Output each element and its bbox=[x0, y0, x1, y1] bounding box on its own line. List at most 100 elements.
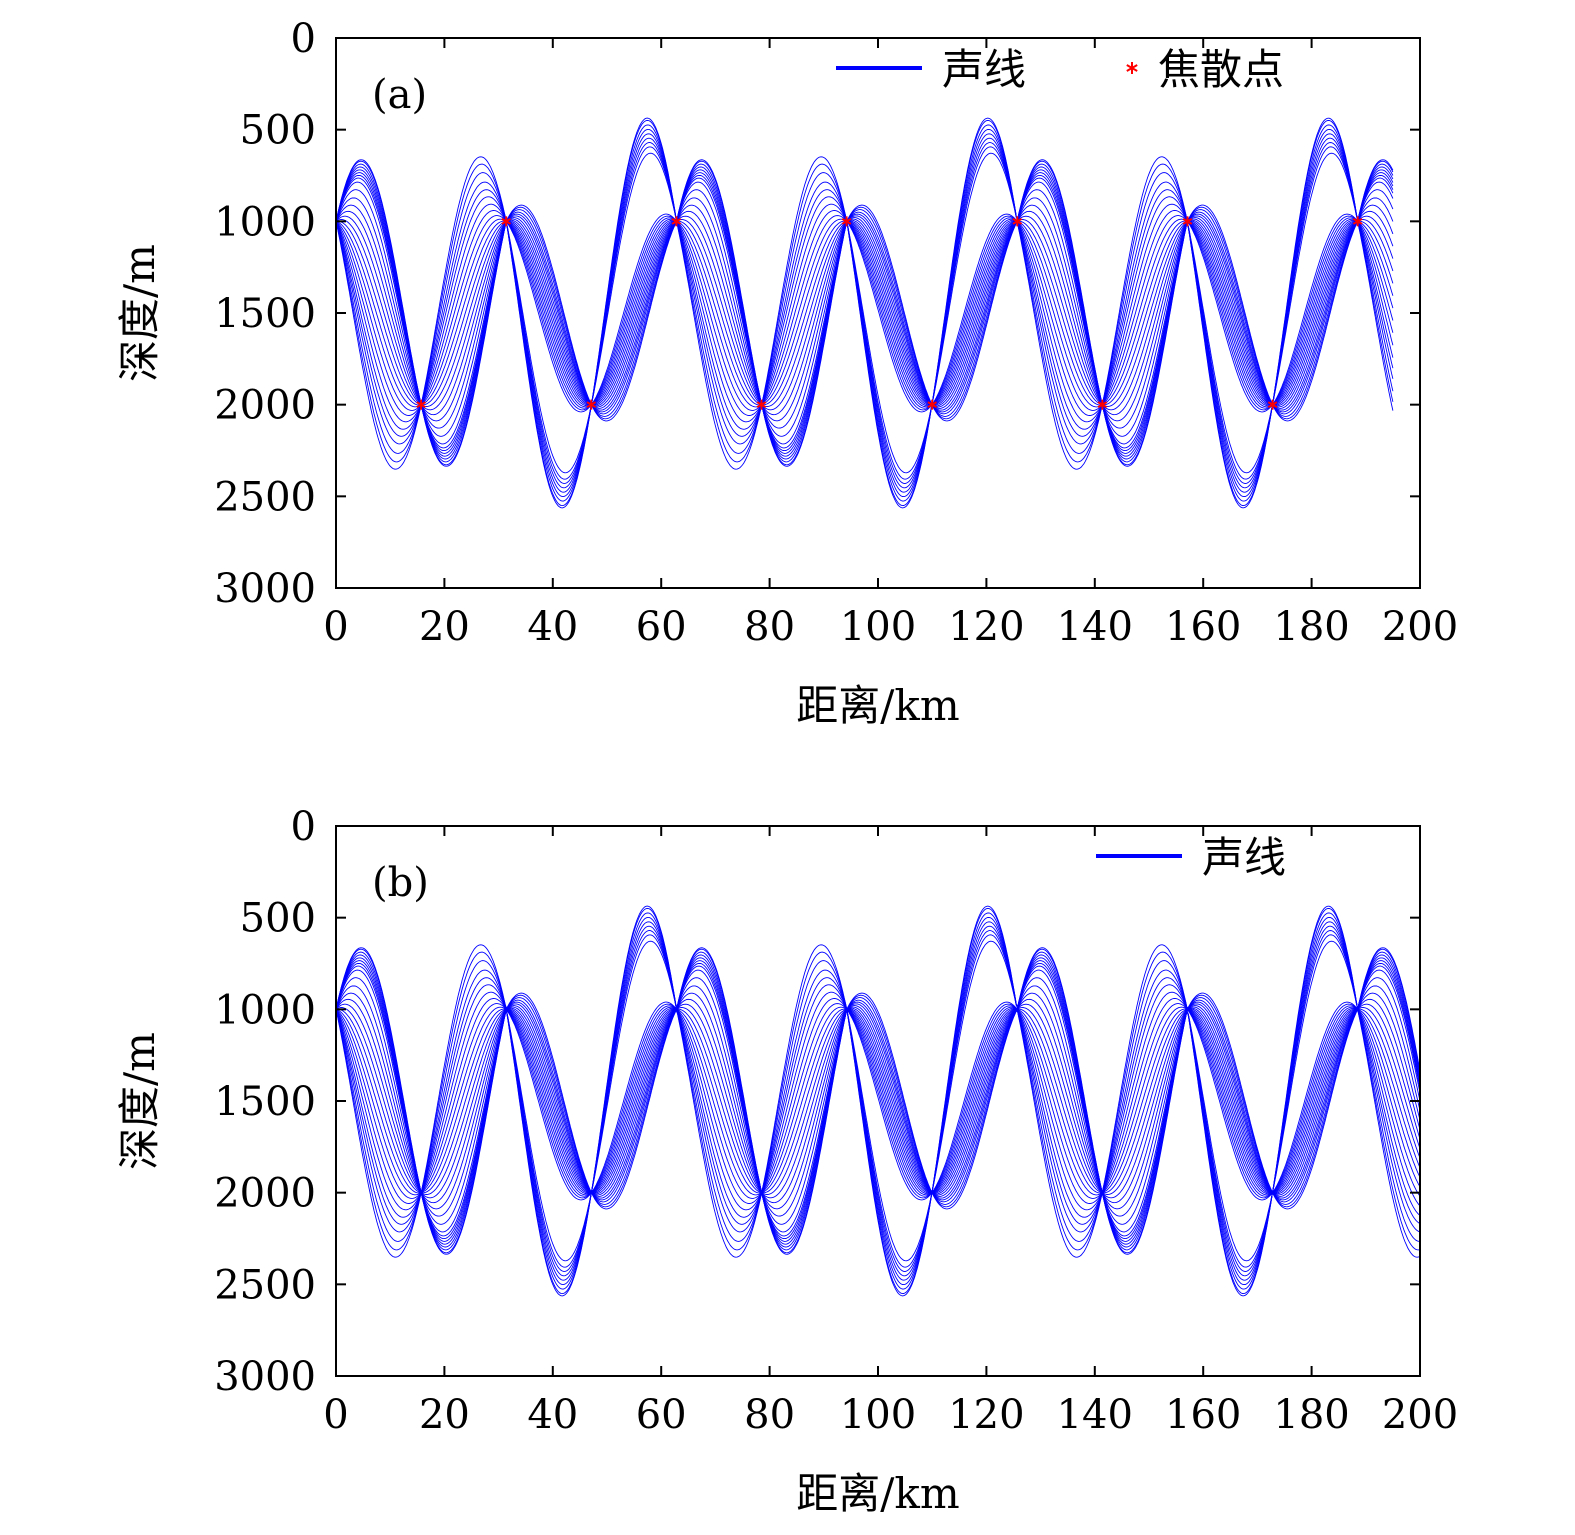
y-tick-label: 2500 bbox=[214, 1262, 316, 1308]
legend-asterisk-swatch bbox=[1126, 62, 1138, 74]
x-tick-label: 20 bbox=[419, 1392, 470, 1438]
ray-line bbox=[336, 985, 1420, 1217]
ray-line bbox=[336, 204, 1394, 422]
ray-line bbox=[336, 951, 1420, 1251]
legend: 声线 bbox=[1096, 833, 1286, 882]
x-tick-label: 40 bbox=[527, 604, 578, 650]
ray-line bbox=[336, 960, 1420, 1242]
caustic-point bbox=[756, 399, 767, 410]
ray-line bbox=[336, 1006, 1420, 1196]
ray-line bbox=[336, 1007, 1420, 1195]
x-tick-label: 80 bbox=[744, 1392, 795, 1438]
caustic-point bbox=[1097, 399, 1108, 410]
ray-line bbox=[336, 992, 1420, 1210]
ray-line bbox=[336, 117, 1394, 509]
ray-line bbox=[336, 163, 1394, 463]
legend-label: 声线 bbox=[942, 45, 1026, 94]
legend: 声线 焦散点 bbox=[836, 45, 1284, 94]
ray-line bbox=[336, 944, 1420, 1258]
ray-line bbox=[336, 905, 1420, 1297]
x-tick-label: 140 bbox=[1057, 604, 1133, 650]
chart-panel-a: 0 20 40 60 80 100 120 140 160 180 2000500100015002… bbox=[115, 16, 1458, 730]
ray-line bbox=[336, 998, 1420, 1204]
caustic-point bbox=[416, 399, 426, 410]
ray-line bbox=[336, 907, 1420, 1295]
chart-panel-b: 0 20 40 60 80 100 120 140 160 180 2000500100015002… bbox=[115, 804, 1458, 1518]
ray-group bbox=[336, 905, 1420, 1297]
y-tick-label: 500 bbox=[240, 896, 316, 942]
x-tick-label: 120 bbox=[948, 1392, 1024, 1438]
caustic-point bbox=[927, 399, 938, 410]
legend-label: 焦散点 bbox=[1158, 45, 1284, 94]
y-tick-label: 3000 bbox=[214, 566, 316, 612]
y-tick-label: 1000 bbox=[214, 987, 316, 1033]
legend-label: 声线 bbox=[1202, 833, 1286, 882]
y-tick-label: 1000 bbox=[214, 199, 316, 245]
x-tick-label: 20 bbox=[419, 604, 470, 650]
y-tick-label: 0 bbox=[291, 16, 316, 62]
x-tick-label: 120 bbox=[948, 604, 1024, 650]
y-tick-label: 0 bbox=[291, 804, 316, 850]
ray-line bbox=[336, 991, 1420, 1211]
ray-line bbox=[336, 977, 1420, 1225]
x-tick-label: 200 bbox=[1382, 1392, 1458, 1438]
caustic-point bbox=[586, 399, 597, 410]
ray-line bbox=[336, 215, 1394, 411]
y-tick-label: 2000 bbox=[214, 383, 316, 429]
panel-label: (b) bbox=[372, 860, 429, 906]
ray-line bbox=[336, 220, 1394, 406]
ray-line bbox=[336, 1003, 1420, 1199]
ray-line bbox=[336, 156, 1394, 470]
y-tick-label: 1500 bbox=[214, 1079, 316, 1125]
x-tick-label: 180 bbox=[1273, 604, 1349, 650]
ray-line bbox=[336, 220, 1394, 406]
x-tick-label: 0 bbox=[323, 604, 348, 650]
x-axis-label: 距离/km bbox=[796, 1469, 959, 1518]
ray-line bbox=[336, 181, 1394, 445]
ray-line bbox=[336, 189, 1394, 437]
plot-frame bbox=[335, 825, 1421, 1377]
ray-line bbox=[336, 1008, 1420, 1194]
y-tick-label: 1500 bbox=[214, 291, 316, 337]
caustic-point bbox=[1267, 399, 1278, 410]
ray-line bbox=[336, 196, 1394, 430]
x-tick-label: 80 bbox=[744, 604, 795, 650]
caustic-point bbox=[1352, 216, 1363, 227]
y-tick-label: 500 bbox=[240, 108, 316, 154]
x-tick-label: 100 bbox=[840, 604, 916, 650]
ray-line bbox=[336, 969, 1420, 1233]
ray-line bbox=[336, 219, 1394, 407]
x-tick-label: 60 bbox=[636, 1392, 687, 1438]
x-tick-label: 0 bbox=[323, 1392, 348, 1438]
y-tick-label: 3000 bbox=[214, 1354, 316, 1400]
ray-line bbox=[336, 998, 1420, 1204]
ray-line bbox=[336, 1003, 1420, 1199]
caustic-point bbox=[1182, 216, 1193, 227]
panel-label: (a) bbox=[372, 72, 427, 118]
ray-group bbox=[336, 117, 1394, 509]
ray-line bbox=[336, 189, 1394, 437]
ray-line bbox=[336, 921, 1420, 1281]
ray-line bbox=[336, 210, 1394, 416]
x-tick-label: 60 bbox=[636, 604, 687, 650]
plot-frame bbox=[335, 37, 1421, 589]
ray-line bbox=[336, 916, 1420, 1286]
ray-line bbox=[336, 210, 1394, 416]
y-tick-label: 2500 bbox=[214, 474, 316, 520]
x-axis-label: 距离/km bbox=[796, 681, 959, 730]
y-tick-label: 2000 bbox=[214, 1171, 316, 1217]
ray-line bbox=[336, 215, 1394, 411]
caustic-point bbox=[841, 216, 852, 227]
x-tick-label: 100 bbox=[840, 1392, 916, 1438]
ray-line bbox=[336, 218, 1394, 408]
caustic-point bbox=[1012, 216, 1023, 227]
ray-line bbox=[336, 203, 1394, 423]
x-tick-label: 160 bbox=[1165, 604, 1241, 650]
x-tick-label: 200 bbox=[1382, 604, 1458, 650]
ray-line bbox=[336, 172, 1394, 454]
x-tick-label: 180 bbox=[1273, 1392, 1349, 1438]
ray-line bbox=[336, 197, 1394, 429]
caustic-point bbox=[501, 216, 511, 227]
ray-line bbox=[336, 1008, 1420, 1194]
